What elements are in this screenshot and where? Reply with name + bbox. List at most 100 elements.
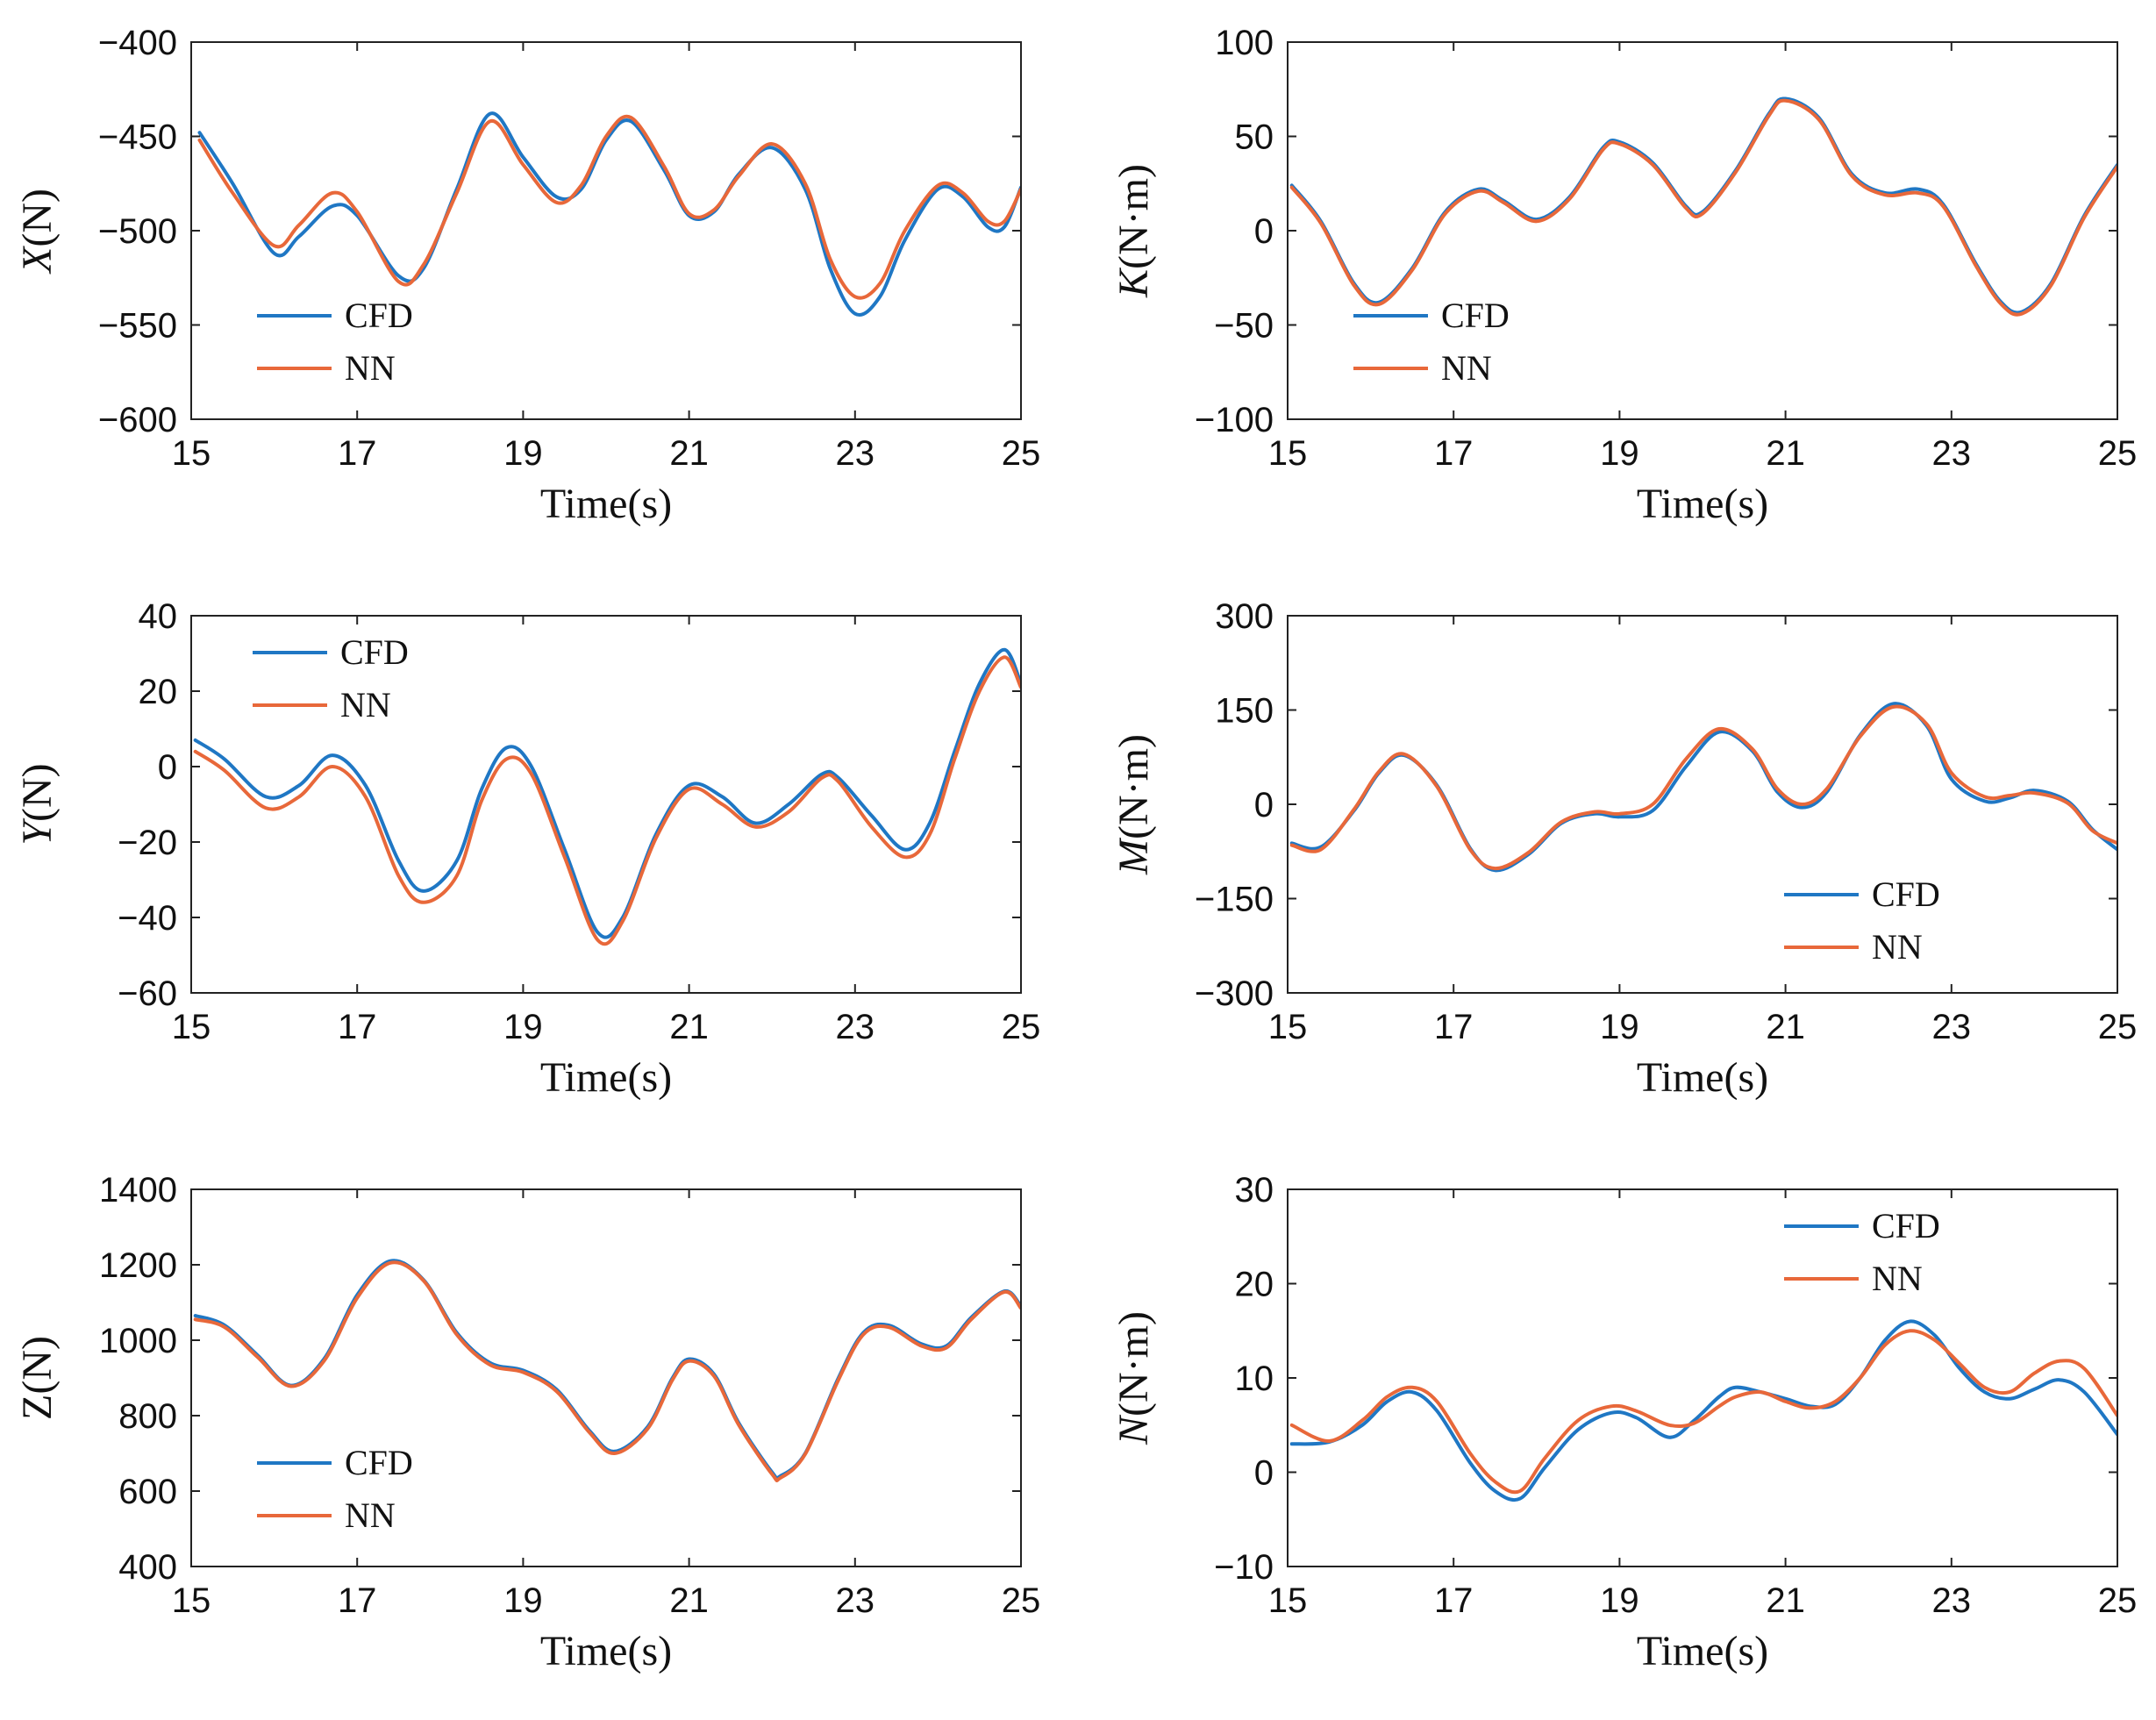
y-tick-label-X: −600 <box>98 401 177 439</box>
y-tick-label-Y: −40 <box>118 899 177 938</box>
x-axis-title-K: Time(s) <box>1637 481 1768 527</box>
legend-label-nn: NN <box>345 1495 396 1535</box>
y-tick-label-Z: 1000 <box>99 1322 177 1360</box>
series-line-cfd-K <box>1289 96 2117 315</box>
panel-Y: 15 17 19 21 23 25 −60 −40 −20 0 20 40 Time(s) Y(N) CFD… <box>14 597 1040 1101</box>
y-tick-label-K: −50 <box>1214 307 1274 346</box>
x-tick-label-N: 21 <box>1766 1581 1805 1620</box>
y-axis-title-N: N(N·m) <box>1110 1311 1157 1445</box>
y-axis-title-symbol-X: X <box>14 246 61 275</box>
x-axis-title-N: Time(s) <box>1637 1628 1768 1674</box>
y-tick-label-N: 0 <box>1254 1454 1274 1493</box>
y-tick-label-Y: 0 <box>158 748 177 787</box>
series-line-cfd-Y <box>193 647 1021 939</box>
plot-frame-K <box>1287 41 2118 420</box>
series-line-cfd-N <box>1289 1319 2117 1502</box>
legend-N: CFD NN <box>1784 1206 1940 1298</box>
series-line-nn-X <box>197 114 1021 300</box>
legend-M: CFD NN <box>1784 874 1940 967</box>
y-axis-title-unit-K: (N·m) <box>1110 164 1157 269</box>
x-tick-label-Y: 15 <box>172 1008 211 1046</box>
y-tick-label-N: −10 <box>1214 1548 1274 1587</box>
legend-label-nn: NN <box>345 348 396 388</box>
y-axis-title-symbol-Y: Y <box>14 818 61 846</box>
legend-label-cfd: CFD <box>1872 874 1940 914</box>
x-tick-label-M: 23 <box>1932 1008 1972 1046</box>
legend-label-cfd: CFD <box>340 632 409 672</box>
y-axis-title-unit-Y: (N) <box>14 763 61 822</box>
series-line-nn-K <box>1289 98 2117 317</box>
y-tick-label-Z: 600 <box>118 1473 177 1511</box>
y-axis-title-unit-M: (N·m) <box>1110 734 1157 839</box>
plot-frame-Z <box>190 1188 1022 1567</box>
x-axis-title-Z: Time(s) <box>540 1628 672 1674</box>
x-tick-label-Y: 21 <box>669 1008 709 1046</box>
x-tick-label-N: 19 <box>1600 1581 1639 1620</box>
y-tick-label-M: −150 <box>1195 881 1274 919</box>
y-tick-label-Z: 800 <box>118 1397 177 1436</box>
x-tick-label-M: 19 <box>1600 1008 1639 1046</box>
y-tick-label-M: 0 <box>1254 786 1274 824</box>
plot-frame-M <box>1287 615 2118 994</box>
y-tick-label-K: −100 <box>1195 401 1274 439</box>
x-tick-label-M: 15 <box>1268 1008 1308 1046</box>
x-tick-label-M: 21 <box>1766 1008 1805 1046</box>
panel-Z: 15 17 19 21 23 25 400 600 800 1000 1200 1400 Time(s)… <box>14 1171 1040 1674</box>
y-axis-title-X: X(N) <box>14 189 61 275</box>
legend-X: CFD NN <box>257 296 413 388</box>
x-tick-label-K: 25 <box>2098 434 2138 473</box>
x-tick-label-Z: 21 <box>669 1581 709 1620</box>
y-tick-label-Z: 400 <box>118 1548 177 1587</box>
y-tick-label-Y: −60 <box>118 974 177 1013</box>
y-tick-label-K: 100 <box>1215 24 1274 62</box>
x-tick-label-Z: 23 <box>836 1581 875 1620</box>
x-tick-label-M: 25 <box>2098 1008 2138 1046</box>
x-tick-label-N: 17 <box>1434 1581 1474 1620</box>
x-tick-label-X: 17 <box>338 434 377 473</box>
y-tick-label-X: −500 <box>98 212 177 251</box>
y-tick-label-Y: 40 <box>139 597 178 636</box>
legend-Y: CFD NN <box>253 632 409 724</box>
panel-X: 15 17 19 21 23 25 −600 −550 −500 −450 −400 Time(s) X… <box>14 24 1040 527</box>
x-tick-label-M: 17 <box>1434 1008 1474 1046</box>
y-axis-title-Y: Y(N) <box>14 763 61 845</box>
x-tick-label-X: 21 <box>669 434 709 473</box>
panel-N: 15 17 19 21 23 25 −10 0 10 20 30 Time(s) N(N·m) CFD NN <box>1110 1171 2137 1674</box>
x-tick-label-Z: 19 <box>503 1581 543 1620</box>
plot-frame-Y <box>190 615 1022 994</box>
x-tick-label-Z: 15 <box>172 1581 211 1620</box>
x-tick-label-Z: 25 <box>1002 1581 1041 1620</box>
x-tick-label-X: 19 <box>503 434 543 473</box>
x-tick-label-Y: 25 <box>1002 1008 1041 1046</box>
y-tick-label-X: −400 <box>98 24 177 62</box>
y-axis-title-symbol-M: M <box>1110 837 1157 875</box>
legend-label-cfd: CFD <box>1441 296 1510 335</box>
plot-frame-N <box>1287 1188 2118 1567</box>
y-axis-title-Z: Z(N) <box>14 1336 61 1420</box>
legend-label-nn: NN <box>1872 927 1923 967</box>
plot-frame-X <box>190 41 1022 420</box>
legend-K: CFD NN <box>1353 296 1510 388</box>
y-axis-title-symbol-K: K <box>1110 267 1157 298</box>
x-tick-label-Y: 19 <box>503 1008 543 1046</box>
y-tick-label-Y: 20 <box>139 673 178 711</box>
y-axis-title-unit-Z: Z(N) <box>14 1336 61 1420</box>
legend-label-nn: NN <box>340 685 391 724</box>
x-tick-label-N: 25 <box>2098 1581 2138 1620</box>
series-line-nn-M <box>1289 704 2117 871</box>
x-tick-label-Y: 23 <box>836 1008 875 1046</box>
y-axis-title-symbol-N: N <box>1110 1414 1157 1445</box>
x-tick-label-K: 15 <box>1268 434 1308 473</box>
x-tick-label-X: 23 <box>836 434 875 473</box>
y-tick-label-M: −300 <box>1195 974 1274 1013</box>
x-axis-title-M: Time(s) <box>1637 1054 1768 1101</box>
y-tick-label-N: 30 <box>1235 1171 1274 1210</box>
y-axis-title-K: K(N·m) <box>1110 164 1157 298</box>
series-line-nn-Y <box>193 655 1021 946</box>
y-tick-label-N: 10 <box>1235 1360 1274 1398</box>
x-tick-label-X: 15 <box>172 434 211 473</box>
y-axis-title-M: M(N·m) <box>1110 734 1157 875</box>
legend-label-cfd: CFD <box>345 1443 413 1482</box>
legend-Z: CFD NN <box>257 1443 413 1535</box>
